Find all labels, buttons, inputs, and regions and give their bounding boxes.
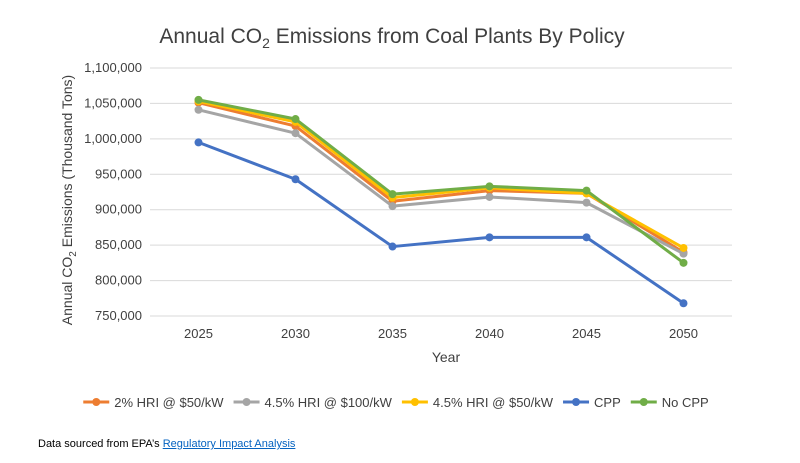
legend-item: CPP (563, 395, 621, 410)
data-point (194, 105, 203, 114)
y-tick-label: 1,050,000 (84, 95, 142, 110)
x-tick-label: 2035 (378, 326, 407, 341)
data-point (291, 115, 300, 124)
y-tick-label: 950,000 (95, 166, 142, 181)
y-axis-title: Annual CO2 Emissions (Thousand Tons) (59, 75, 79, 325)
legend-swatch-marker (242, 398, 251, 406)
legend-label: 4.5% HRI @ $100/kW (265, 395, 393, 410)
legend-label: 4.5% HRI @ $50/kW (433, 395, 554, 410)
gridlines (150, 67, 732, 317)
x-tick-label: 2030 (281, 326, 310, 341)
footnote: Data sourced from EPA’s Regulatory Impac… (38, 438, 295, 450)
data-point (582, 186, 591, 195)
series-2-hri-50-kw (194, 98, 688, 257)
y-tick-label: 1,000,000 (84, 131, 142, 146)
legend-swatch-marker (639, 398, 648, 406)
legend-label: CPP (594, 395, 621, 410)
y-axis-ticks: 750,000 800,000 850,000 900,000 950,000 1,000… (84, 60, 142, 323)
series-4-5-hri-100-kw (194, 105, 688, 258)
series-line (197, 140, 685, 305)
legend-label: 2% HRI @ $50/kW (114, 395, 224, 410)
x-tick-label: 2045 (572, 326, 601, 341)
data-point (679, 299, 688, 308)
legend-swatch-marker (410, 398, 419, 406)
data-point (582, 198, 591, 207)
data-point (194, 138, 203, 147)
data-point (388, 202, 397, 211)
data-point (679, 258, 688, 267)
series-cpp (194, 138, 688, 308)
legend-item: 4.5% HRI @ $50/kW (401, 395, 554, 410)
x-axis-title: Year (432, 349, 461, 365)
data-point (582, 233, 591, 242)
legend-label: No CPP (662, 395, 709, 410)
x-axis-ticks: 2025 2030 2035 2040 2045 2050 (184, 326, 698, 341)
x-tick-label: 2050 (669, 326, 698, 341)
chart-title: Annual CO2 Emissions from Coal Plants By… (159, 25, 625, 51)
data-point (485, 192, 494, 201)
y-tick-label: 850,000 (95, 237, 142, 252)
data-point (194, 95, 203, 104)
data-point (485, 182, 494, 191)
footnote-text: Data sourced from EPA’s (38, 438, 163, 450)
legend-item: 4.5% HRI @ $100/kW (233, 395, 393, 410)
data-point (388, 190, 397, 199)
y-tick-label: 800,000 (95, 273, 142, 288)
series-line (198, 101, 685, 254)
legend-swatch-marker (92, 398, 101, 406)
data-point (679, 243, 688, 252)
x-tick-label: 2025 (184, 326, 213, 341)
data-point (388, 242, 397, 251)
legend: 2% HRI @ $50/kW 4.5% HRI @ $100/kW 4.5% HR… (83, 395, 709, 410)
series-lines (194, 95, 688, 308)
series-no-cpp (194, 95, 688, 267)
legend-item: 2% HRI @ $50/kW (83, 395, 224, 410)
series-line (198, 108, 685, 255)
y-tick-label: 750,000 (95, 308, 142, 323)
y-tick-label: 1,100,000 (84, 60, 142, 75)
data-point (485, 233, 494, 242)
legend-swatch-marker (572, 398, 581, 406)
y-tick-label: 900,000 (95, 202, 142, 217)
series-line (198, 98, 685, 265)
data-point (679, 249, 688, 258)
data-point (291, 175, 300, 184)
legend-item: No CPP (630, 395, 709, 410)
data-point (291, 129, 300, 138)
regulatory-impact-analysis-link[interactable]: Regulatory Impact Analysis (162, 438, 296, 450)
x-tick-label: 2040 (475, 326, 504, 341)
